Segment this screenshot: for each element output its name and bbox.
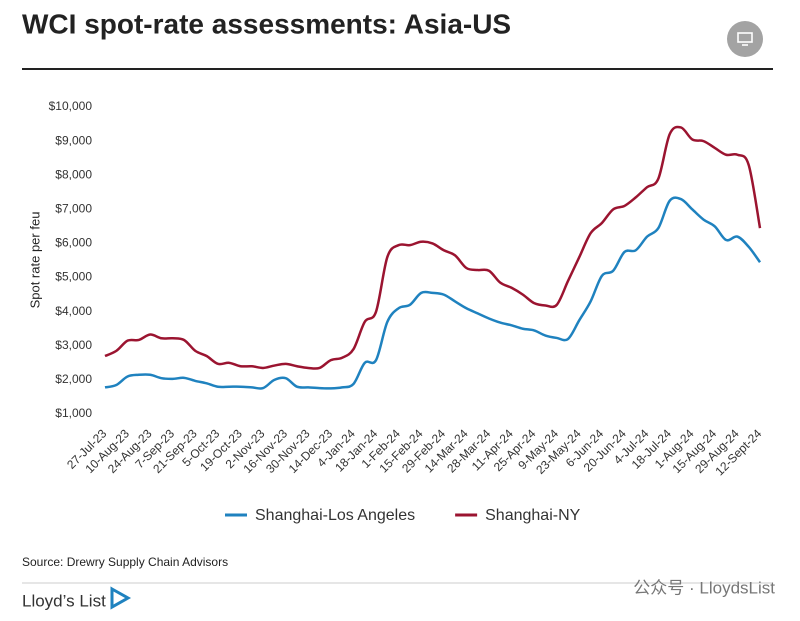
y-tick-label: $9,000 [55, 133, 92, 147]
watermark: 公众号 · LloydsList [633, 578, 775, 597]
legend-label: Shanghai-Los Angeles [255, 507, 415, 524]
button-icon[interactable] [737, 32, 753, 43]
legend-label: Shanghai-NY [485, 507, 581, 524]
line [104, 125, 762, 370]
display-button[interactable] [727, 21, 763, 57]
y-tick-label: $3,000 [55, 338, 92, 352]
brand-logo [110, 586, 132, 610]
y-tick-label: $8,000 [55, 167, 92, 181]
y-tick-label: $5,000 [55, 270, 92, 284]
y-tick-label: $4,000 [55, 304, 92, 318]
button-circle[interactable] [727, 21, 763, 57]
chart-title: WCI spot-rate assessments: Asia-US [22, 8, 511, 39]
brand: Lloyd’s List [22, 591, 106, 610]
y-tick-label: $2,000 [55, 372, 92, 386]
y-tick-label: $1,000 [55, 406, 92, 420]
line [104, 196, 762, 390]
y-tick-label: $7,000 [55, 202, 92, 216]
y-tick-label: $6,000 [55, 236, 92, 250]
y-tick-label: $10,000 [49, 99, 93, 113]
y-axis-label: Spot rate per feu [27, 212, 42, 309]
source: Source: Drewry Supply Chain Advisors [22, 555, 228, 569]
